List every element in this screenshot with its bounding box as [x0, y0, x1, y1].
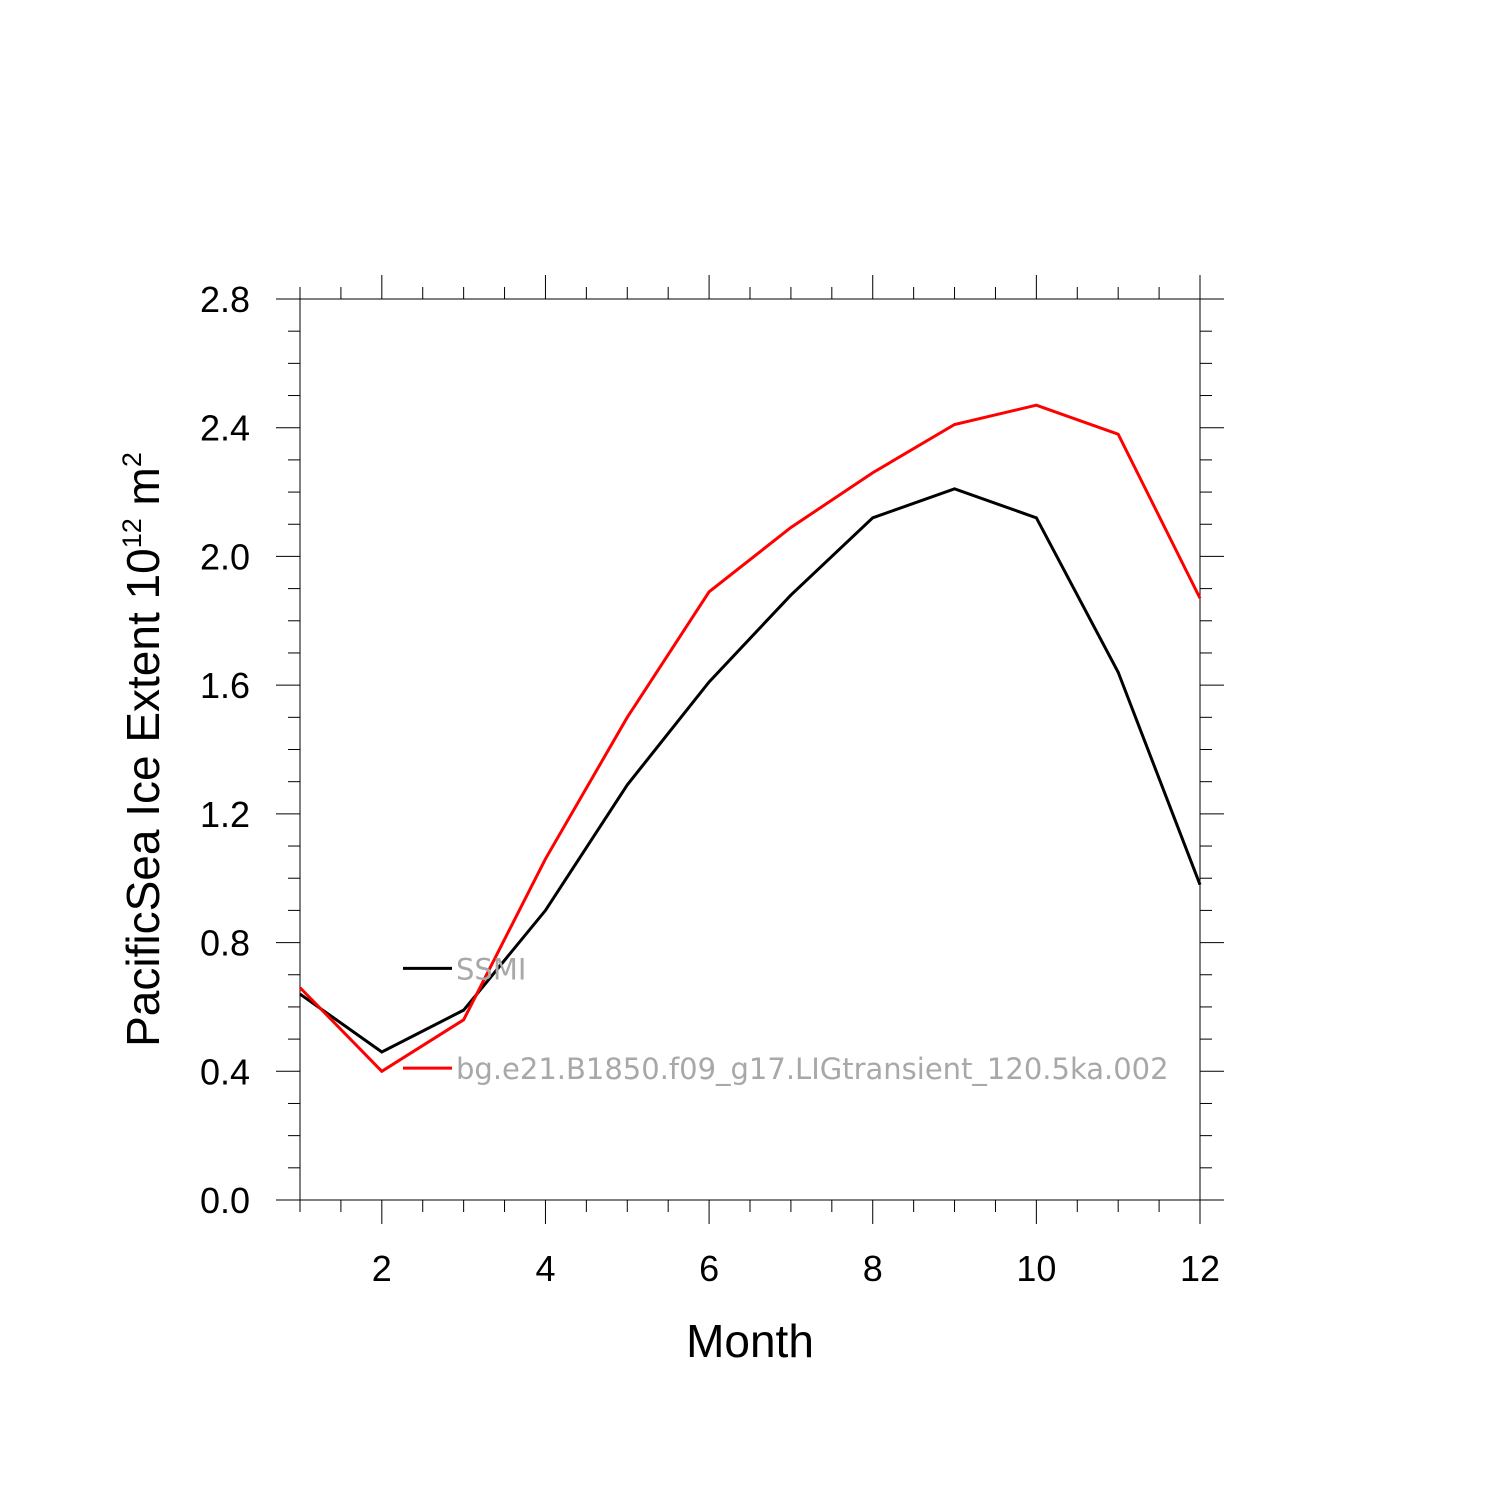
x-tick-label: 6 [699, 1248, 719, 1289]
x-tick-label: 12 [1180, 1248, 1220, 1289]
y-tick-label: 0.4 [200, 1051, 250, 1092]
major-ticks [276, 275, 1224, 1224]
y-axis-title-main: PacificSea Ice Extent 10 [117, 548, 169, 1047]
series-line-0 [299, 487, 1202, 1054]
minor-ticks [288, 287, 1212, 1212]
y-tick-label: 2.0 [200, 536, 250, 577]
y-tick-label: 0.0 [200, 1180, 250, 1221]
plot-frame [299, 298, 1201, 1201]
y-tick-label: 0.8 [200, 923, 250, 964]
y-tick-label: 2.8 [200, 279, 250, 320]
y-tick-label: 1.2 [200, 794, 250, 835]
y-axis-title-unit: m [117, 467, 169, 518]
y-tick-label: 2.4 [200, 408, 250, 449]
y-axis-title-unit-exponent: 2 [117, 452, 147, 467]
legend: SSMI bg.e21.B1850.f09_g17.LIGtransient_1… [403, 952, 1169, 1086]
y-axis-title-exponent: 12 [117, 518, 147, 548]
series-layer [298, 403, 1202, 1074]
x-tick-label: 2 [372, 1248, 392, 1289]
legend-label-model: bg.e21.B1850.f09_g17.LIGtransient_120.5k… [456, 1052, 1169, 1086]
x-tick-label: 8 [863, 1248, 883, 1289]
y-tick-labels: 0.0 0.4 0.8 1.2 1.6 2.0 2.4 2.8 [200, 279, 250, 1221]
x-tick-label: 4 [535, 1248, 555, 1289]
y-tick-label: 1.6 [200, 665, 250, 706]
x-tick-label: 10 [1016, 1248, 1056, 1289]
x-axis-title: Month [686, 1315, 814, 1367]
x-tick-labels: 2 4 6 8 10 12 [372, 1248, 1220, 1289]
series-line-1 [298, 403, 1202, 1074]
y-axis-title: PacificSea Ice Extent 1012 m2 [117, 452, 169, 1047]
legend-label-ssmi: SSMI [456, 952, 526, 986]
